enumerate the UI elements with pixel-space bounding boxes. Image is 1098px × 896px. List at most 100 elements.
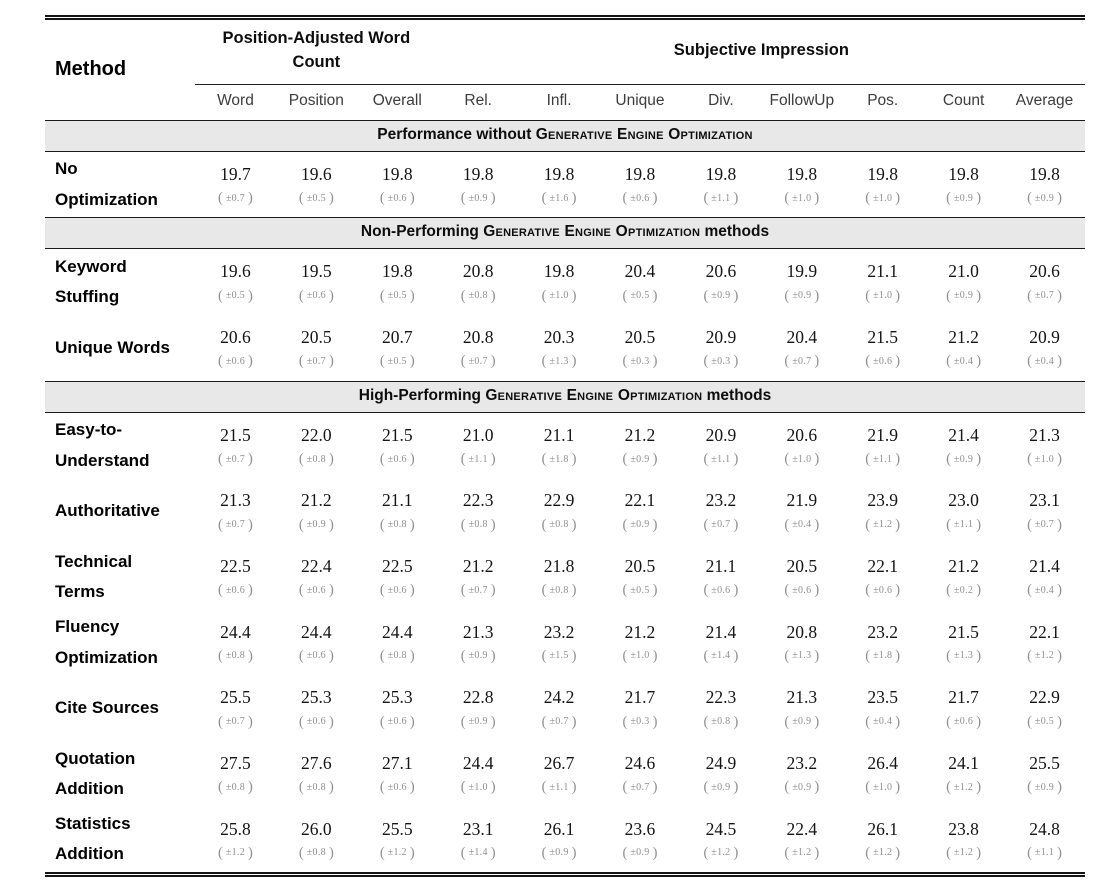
- metric-value: 26.1: [543, 818, 575, 839]
- value-cell: 21.0 (±0.9): [923, 249, 1004, 315]
- metric-std: (±0.9): [923, 450, 1004, 468]
- metric-std: (±0.8): [195, 778, 276, 796]
- metric-value: 24.9: [705, 752, 737, 773]
- value-cell: 26.1 (±1.2): [842, 807, 923, 875]
- value-cell: 24.4 (±0.8): [195, 610, 276, 676]
- metric-value: 21.0: [462, 424, 494, 445]
- paren-close-icon: ): [733, 353, 739, 370]
- paren-close-icon: ): [814, 190, 820, 207]
- paren-close-icon: ): [652, 779, 658, 796]
- metric-value: 21.4: [705, 621, 737, 642]
- std-value: ±1.3: [954, 650, 974, 662]
- metric-value: 20.6: [1029, 261, 1060, 282]
- metric-std: (±0.7): [438, 352, 519, 370]
- value-cell: 21.5 (±0.6): [842, 315, 923, 381]
- metric-std: (±0.7): [276, 352, 357, 370]
- metric-value: 22.8: [462, 687, 494, 708]
- metric-value: 20.8: [786, 621, 818, 642]
- column-header-pos: Pos.: [842, 84, 924, 121]
- metric-std: (±1.2): [1004, 647, 1085, 665]
- section-title-smallcaps: Generative Engine Optimization: [483, 223, 701, 241]
- metric-std: (±1.0): [519, 287, 600, 305]
- metric-value: 20.5: [786, 556, 818, 577]
- value-cell: 20.5 (±0.7): [276, 315, 357, 381]
- paren-open-icon: (: [784, 582, 790, 599]
- metric-std: (±0.8): [438, 516, 519, 534]
- metric-std: (±0.4): [842, 713, 923, 731]
- std-value: ±0.5: [387, 290, 407, 302]
- paren-open-icon: (: [784, 516, 790, 533]
- metric-std: (±1.6): [519, 189, 600, 207]
- metric-value: 22.9: [543, 490, 575, 511]
- paren-open-icon: (: [946, 287, 951, 304]
- value-cell: 25.5 (±0.9): [1004, 741, 1085, 807]
- paren-close-icon: ): [1057, 844, 1062, 861]
- metric-value: 21.7: [624, 687, 656, 708]
- metric-value: 22.1: [1029, 621, 1060, 642]
- section-title-prefix: Non-Performing: [360, 223, 484, 241]
- value-cell: 19.8 (±0.9): [1004, 151, 1085, 218]
- column-header-infl: Infl.: [518, 84, 600, 121]
- section-title-smallcaps: Generative Engine Optimization: [535, 125, 753, 143]
- paren-open-icon: (: [541, 287, 547, 304]
- table-header: Method Position-Adjusted Word Count Subj…: [45, 17, 1085, 121]
- metric-std: (±0.4): [761, 516, 842, 534]
- metric-value: 21.0: [948, 261, 979, 282]
- paren-close-icon: ): [976, 582, 982, 599]
- metric-value: 21.7: [948, 687, 979, 708]
- value-cell: 23.1 (±0.7): [1004, 478, 1085, 544]
- metric-value: 21.2: [948, 327, 979, 348]
- paren-close-icon: ): [328, 582, 334, 599]
- paren-close-icon: ): [248, 582, 253, 599]
- paren-open-icon: (: [946, 451, 951, 468]
- std-value: ±1.2: [954, 847, 974, 859]
- value-cell: 21.4 (±0.4): [1004, 544, 1085, 610]
- method-name: Cite Sources: [55, 698, 159, 718]
- section-title-smallcaps: Generative Engine Optimization: [485, 386, 703, 404]
- paren-open-icon: (: [1027, 713, 1032, 730]
- paren-open-icon: (: [865, 190, 871, 207]
- std-value: ±1.1: [549, 781, 569, 793]
- metric-value: 20.5: [624, 327, 656, 348]
- metric-std: (±0.6): [357, 189, 438, 207]
- value-cell: 21.1 (±1.8): [519, 412, 600, 478]
- metric-std: (±0.7): [761, 352, 842, 370]
- column-header-count: Count: [923, 84, 1005, 121]
- paren-open-icon: (: [379, 287, 385, 304]
- metric-std: (±1.2): [357, 844, 438, 862]
- paren-open-icon: (: [865, 844, 871, 861]
- metric-std: (±0.6): [680, 581, 761, 599]
- paren-close-icon: ): [652, 287, 658, 304]
- paren-open-icon: (: [1027, 582, 1032, 599]
- value-cell: 19.8 (±1.0): [761, 151, 842, 218]
- std-value: ±0.9: [468, 716, 488, 728]
- value-cell: 21.1 (±0.8): [357, 478, 438, 544]
- std-value: ±0.7: [225, 453, 246, 465]
- section-header-row: Performance without Generative Engine Op…: [45, 119, 1085, 152]
- paren-close-icon: ): [571, 353, 577, 370]
- metric-value: 21.1: [381, 490, 413, 511]
- metric-std: (±0.8): [357, 516, 438, 534]
- metric-value: 21.1: [867, 261, 899, 282]
- metric-value: 23.8: [948, 818, 979, 839]
- paren-close-icon: ): [248, 516, 253, 533]
- metric-std: (±0.9): [680, 287, 761, 305]
- paren-open-icon: (: [622, 582, 628, 599]
- value-cell: 20.6 (±1.0): [761, 412, 842, 478]
- metric-std: (±1.2): [680, 844, 761, 862]
- paren-open-icon: (: [784, 287, 790, 304]
- paren-open-icon: (: [460, 844, 466, 861]
- value-cell: 23.0 (±1.1): [923, 478, 1004, 544]
- value-cell: 22.0 (±0.8): [276, 412, 357, 478]
- std-value: ±1.1: [954, 519, 974, 531]
- value-cell: 23.2 (±0.9): [761, 741, 842, 807]
- metric-value: 21.3: [220, 490, 251, 511]
- metric-std: (±0.9): [923, 189, 1004, 207]
- method-row: Fluency Optimization 24.4(±0.8) 24.4(±0.6)…: [45, 610, 1085, 676]
- value-cell: 19.5 (±0.6): [276, 249, 357, 315]
- metric-value: 21.1: [705, 556, 737, 577]
- std-value: ±1.2: [1034, 650, 1055, 662]
- metric-value: 19.8: [624, 163, 656, 184]
- paren-close-icon: ): [1057, 190, 1062, 207]
- paren-open-icon: (: [460, 353, 466, 370]
